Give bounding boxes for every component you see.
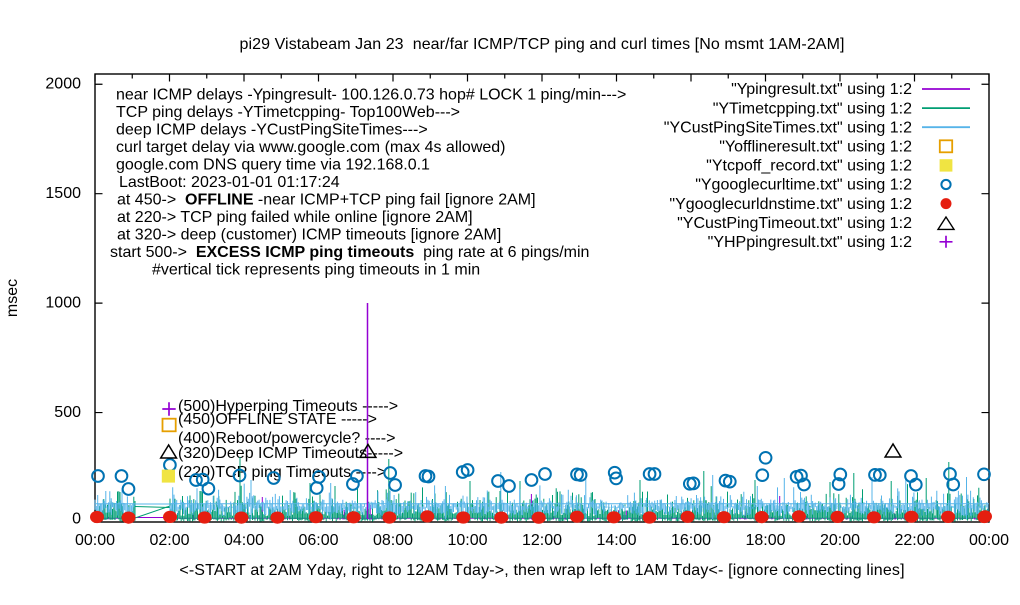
svg-text:"Ygooglecurldnstime.txt" using: "Ygooglecurldnstime.txt" using 1:2 [669, 196, 912, 213]
svg-text:curl target delay via www.goog: curl target delay via www.google.com (ma… [116, 139, 506, 156]
svg-text:00:00: 00:00 [75, 532, 115, 549]
svg-text:msec: msec [4, 279, 21, 317]
svg-text:"Yofflineresult.txt" using 1:2: "Yofflineresult.txt" using 1:2 [719, 139, 912, 156]
svg-text:00:00: 00:00 [969, 532, 1009, 549]
svg-text:14:00: 14:00 [596, 532, 636, 549]
svg-text:22:00: 22:00 [894, 532, 934, 549]
svg-text:2000: 2000 [45, 76, 81, 93]
svg-text:"Ygooglecurltime.txt" using 1:: "Ygooglecurltime.txt" using 1:2 [695, 177, 912, 194]
svg-text:"Ytcpoff_record.txt" using 1:2: "Ytcpoff_record.txt" using 1:2 [706, 158, 912, 175]
svg-text:16:00: 16:00 [671, 532, 711, 549]
svg-text:20:00: 20:00 [820, 532, 860, 549]
svg-text:google.com DNS query time via: google.com DNS query time via 192.168.0.… [116, 157, 430, 174]
svg-text:#vertical tick represents ping: #vertical tick represents ping timeouts … [152, 262, 480, 279]
svg-text:"YHPpingresult.txt" using 1:2: "YHPpingresult.txt" using 1:2 [708, 234, 912, 251]
svg-text:06:00: 06:00 [298, 532, 338, 549]
svg-text:(220)TCP ping Timeouts ---->: (220)TCP ping Timeouts ----> [178, 464, 386, 481]
svg-text:04:00: 04:00 [224, 532, 264, 549]
svg-text:"YTimetcpping.txt" using 1:2: "YTimetcpping.txt" using 1:2 [713, 100, 912, 117]
svg-text:(400)Reboot/powercycle? ---->: (400)Reboot/powercycle? ----> [178, 430, 395, 447]
svg-text:TCP ping delays -YTimetcpping-: TCP ping delays -YTimetcpping- Top100Web… [116, 104, 460, 121]
svg-text:1500: 1500 [45, 185, 81, 202]
svg-text:"YCustPingTimeout.txt" using 1: "YCustPingTimeout.txt" using 1:2 [677, 215, 912, 232]
svg-text:near ICMP delays -Ypingresult-: near ICMP delays -Ypingresult- 100.126.0… [116, 87, 626, 104]
svg-text:02:00: 02:00 [149, 532, 189, 549]
svg-text:"YCustPingSiteTimes.txt" using: "YCustPingSiteTimes.txt" using 1:2 [664, 119, 912, 136]
svg-text:1000: 1000 [45, 294, 81, 311]
svg-text:<-START at 2AM Yday, right to: <-START at 2AM Yday, right to 12AM Tday-… [179, 562, 904, 579]
svg-text:start 500-> EXCESS ICMP ping: start 500-> EXCESS ICMP ping timeouts pi… [110, 244, 589, 261]
svg-text:LastBoot: 2023-01-01 01:17:24: LastBoot: 2023-01-01 01:17:24 [119, 174, 340, 191]
svg-text:pi29 Vistabeam Jan 23 near/fa: pi29 Vistabeam Jan 23 near/far ICMP/TCP … [240, 36, 845, 53]
svg-text:08:00: 08:00 [373, 532, 413, 549]
svg-text:500: 500 [54, 404, 81, 421]
svg-text:12:00: 12:00 [522, 532, 562, 549]
svg-text:(320)Deep ICMP Timeouts----->: (320)Deep ICMP Timeouts-----> [178, 445, 403, 462]
svg-text:at 220-> TCP ping failed while: at 220-> TCP ping failed while online [i… [117, 209, 473, 226]
svg-text:0: 0 [72, 511, 81, 528]
svg-text:18:00: 18:00 [745, 532, 785, 549]
svg-text:(500)Hyperping Timeouts ----->: (500)Hyperping Timeouts -----> [178, 398, 398, 415]
svg-text:deep ICMP delays -YCustPingSit: deep ICMP delays -YCustPingSiteTimes---> [116, 122, 428, 139]
svg-text:at 450-> OFFLINE -near ICMP+T: at 450-> OFFLINE -near ICMP+TCP ping fai… [117, 192, 536, 209]
svg-text:at 320-> deep (customer) ICMP: at 320-> deep (customer) ICMP timeouts [… [117, 227, 501, 244]
svg-text:"Ypingresult.txt" using 1:2: "Ypingresult.txt" using 1:2 [731, 81, 912, 98]
svg-text:(450)OFFLINE STATE ----->: (450)OFFLINE STATE -----> [178, 411, 377, 428]
svg-text:10:00: 10:00 [447, 532, 487, 549]
